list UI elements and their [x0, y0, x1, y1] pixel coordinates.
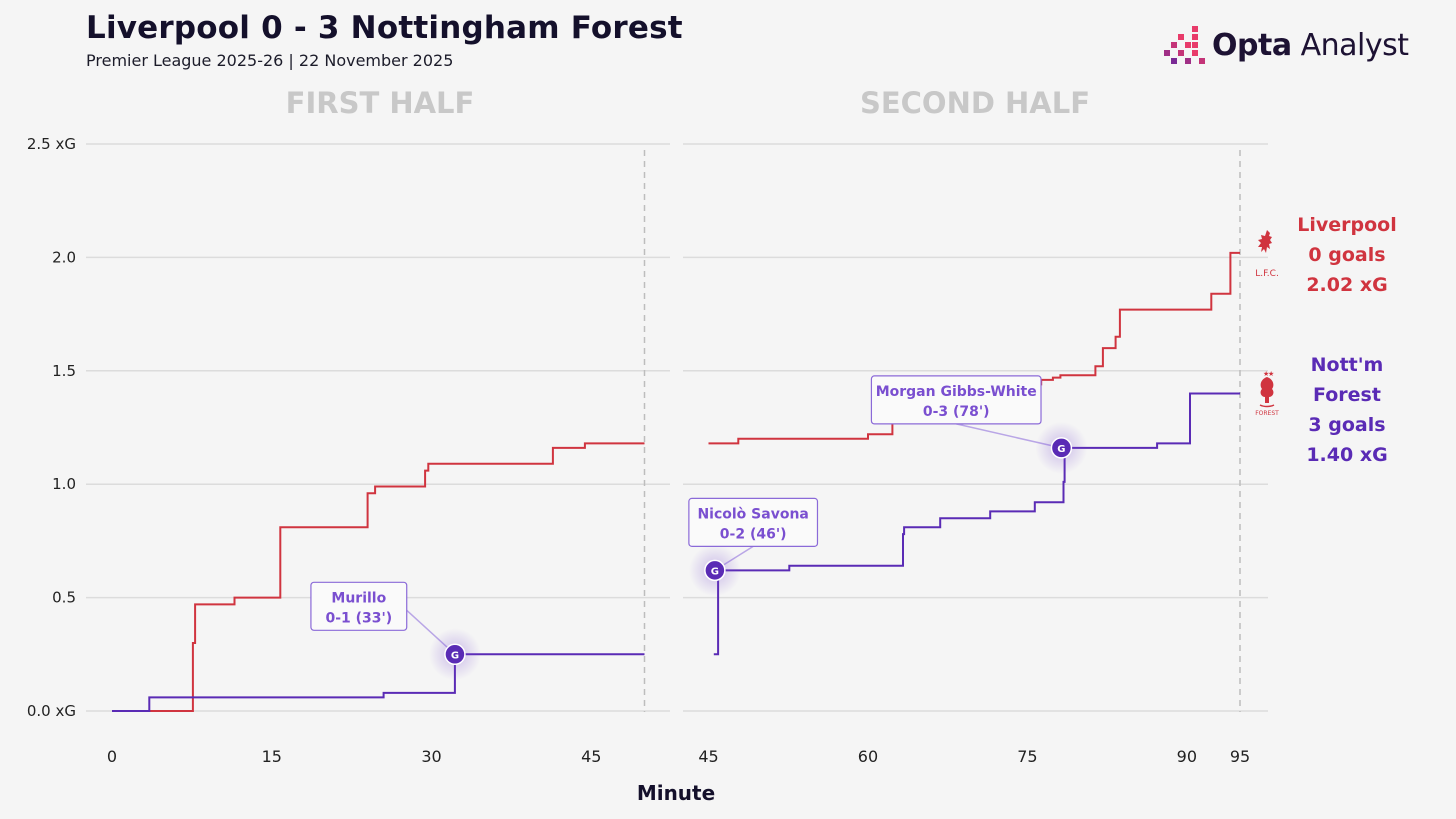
goal-score: 0-1 (33'): [325, 610, 392, 626]
legend-liverpool-name: Liverpool: [1297, 214, 1397, 236]
goal-annotation-box: [688, 497, 819, 547]
series-line-nottmforest: [112, 653, 645, 712]
x-tick-label: 15: [262, 747, 282, 766]
svg-text:★: ★: [1268, 370, 1274, 378]
goal-score: 0-2 (46'): [720, 526, 787, 542]
goal-scorer: Morgan Gibbs-White: [876, 384, 1037, 400]
opta-logo-icon: [1164, 26, 1205, 64]
brand-name: Opta Analyst: [1212, 28, 1409, 63]
x-tick-label: 0: [107, 747, 117, 766]
legend-forest: Nott'm Forest 3 goals 1.40 xG: [1274, 350, 1420, 470]
y-tick-label: 1.0: [52, 475, 76, 493]
y-tick-label: 0.5: [52, 589, 76, 607]
y-tick-label: 2.0: [52, 248, 76, 266]
goal-marker-label: G: [1057, 444, 1065, 455]
legend-liverpool-goals: 0 goals: [1308, 244, 1386, 266]
goal-marker: [444, 643, 466, 666]
panel-title: FIRST HALF: [286, 86, 475, 120]
svg-text:★: ★: [1263, 370, 1269, 378]
series-line-nottmforest: [713, 392, 1240, 656]
legend-forest-goals: 3 goals: [1308, 414, 1386, 436]
goal-marker: [1050, 437, 1073, 459]
legend-liverpool: Liverpool 0 goals 2.02 xG: [1286, 210, 1408, 300]
goal-marker-label: G: [451, 650, 459, 661]
goal-score: 0-3 (78'): [923, 404, 990, 420]
svg-text:L.F.C.: L.F.C.: [1255, 269, 1279, 279]
goal-marker: [704, 559, 726, 582]
panel-title: SECOND HALF: [860, 86, 1090, 120]
x-tick-label: 95: [1230, 747, 1250, 766]
y-tick-label: 1.5: [52, 362, 76, 380]
chart-title: Liverpool 0 - 3 Nottingham Forest: [86, 10, 683, 46]
x-tick-label: 45: [698, 747, 718, 766]
series-line-liverpool: [112, 442, 645, 712]
goal-annotation-box: [310, 581, 408, 631]
legend-forest-name: Nott'm Forest: [1310, 354, 1384, 406]
goal-scorer: Murillo: [331, 590, 386, 606]
forest-tree-crest-icon: ★ ★ FOREST: [1255, 370, 1279, 417]
x-tick-label: 60: [858, 747, 878, 766]
chart-subtitle: Premier League 2025-26 | 22 November 202…: [86, 51, 454, 70]
y-tick-label: 2.5 xG: [27, 135, 76, 153]
x-axis-label: Minute: [637, 781, 715, 805]
goal-marker-label: G: [711, 566, 719, 577]
svg-text:FOREST: FOREST: [1255, 410, 1279, 417]
x-tick-label: 45: [581, 747, 601, 766]
x-tick-label: 75: [1017, 747, 1037, 766]
goal-scorer: Nicolò Savona: [697, 506, 808, 522]
goal-annotation-box: [870, 375, 1042, 425]
x-tick-label: 30: [421, 747, 441, 766]
liverbird-crest-icon: L.F.C.: [1255, 230, 1279, 279]
series-line-liverpool: [708, 251, 1240, 445]
y-tick-label: 0.0 xG: [27, 702, 76, 720]
x-tick-label: 90: [1177, 747, 1197, 766]
opta-analyst-logo: Opta Analyst: [1164, 24, 1424, 68]
legend-forest-xg: 1.40 xG: [1306, 444, 1388, 466]
legend-liverpool-xg: 2.02 xG: [1306, 274, 1388, 296]
